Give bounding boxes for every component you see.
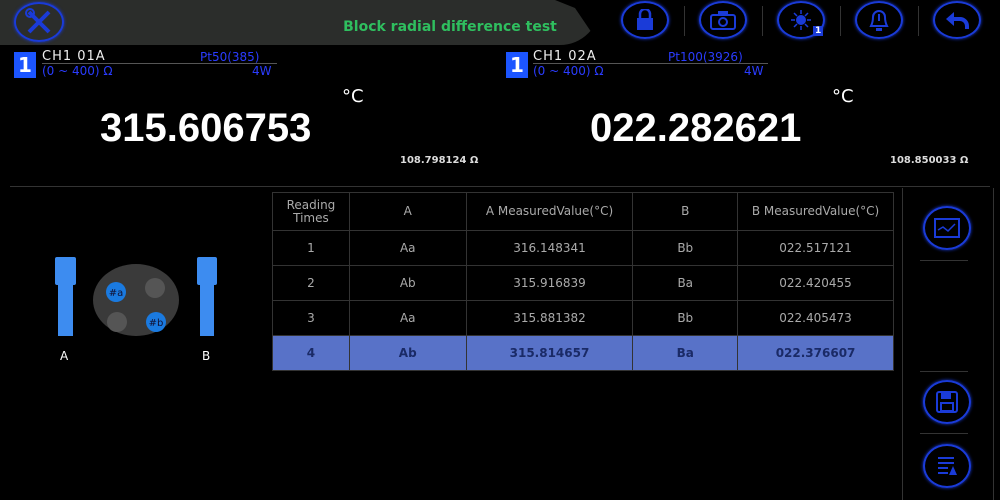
col-reading-times: Reading Times xyxy=(272,192,350,231)
table-row[interactable]: 3 Aa 315.881382 Bb 022.405473 xyxy=(272,300,894,336)
camera-icon[interactable] xyxy=(699,1,747,39)
probe-a xyxy=(58,280,73,336)
cell: 3 xyxy=(272,300,350,336)
hole-a xyxy=(106,282,126,302)
readings-table: Reading Times A A MeasuredValue(°C) B B … xyxy=(272,192,894,371)
channel-name: CH1 02A xyxy=(533,49,597,64)
hole xyxy=(145,278,165,298)
cell: 022.420455 xyxy=(737,265,894,301)
save-icon[interactable] xyxy=(923,380,971,424)
probe-b-label: B xyxy=(202,349,211,363)
unit: °C xyxy=(832,86,854,107)
brightness-icon[interactable] xyxy=(777,1,825,39)
cell: 315.881382 xyxy=(465,300,634,336)
divider xyxy=(10,186,990,187)
report-icon[interactable] xyxy=(923,444,971,488)
divider xyxy=(920,433,968,434)
cell: Aa xyxy=(348,300,467,336)
tools-icon[interactable] xyxy=(14,2,64,42)
cell: Bb xyxy=(632,230,739,266)
resistance-reading: 108.850033 Ω xyxy=(890,155,969,166)
temperature-reading: 022.282621 xyxy=(590,106,802,150)
lock-icon[interactable] xyxy=(621,1,669,39)
back-arrow-icon[interactable] xyxy=(933,1,981,39)
block xyxy=(93,264,179,336)
hole-b xyxy=(146,312,166,332)
block-diagram: #a #b xyxy=(55,257,217,336)
probe-b xyxy=(200,280,214,336)
cell: Aa xyxy=(348,230,467,266)
divider xyxy=(533,63,768,64)
cell: Ab xyxy=(348,335,467,371)
cell: 4 xyxy=(272,335,350,371)
panel-divider xyxy=(993,188,994,500)
chart-icon[interactable] xyxy=(923,206,971,250)
cell: Bb xyxy=(632,300,739,336)
cell: 2 xyxy=(272,265,350,301)
divider xyxy=(840,6,841,36)
channel-badge: 1 xyxy=(14,52,36,78)
channel-name: CH1 01A xyxy=(42,49,106,64)
cell: 1 xyxy=(272,230,350,266)
table-row-selected[interactable]: 4 Ab 315.814657 Ba 022.376607 xyxy=(272,335,894,371)
probe-b-handle xyxy=(197,257,217,285)
probe-a-handle xyxy=(55,257,76,285)
hole-a-label: #a xyxy=(109,288,124,299)
brightness-badge: 1 xyxy=(813,26,824,36)
hole xyxy=(107,312,127,332)
divider xyxy=(684,6,685,36)
channel-badge: 1 xyxy=(506,52,528,78)
col-b-measured: B MeasuredValue(°C) xyxy=(737,192,894,231)
hole-b-label: #b xyxy=(149,318,164,329)
divider xyxy=(918,6,919,36)
wire-mode: 4W xyxy=(252,64,272,78)
cell: 022.376607 xyxy=(737,335,894,371)
resistance-reading: 108.798124 Ω xyxy=(400,155,479,166)
wire-mode: 4W xyxy=(744,64,764,78)
unit: °C xyxy=(342,86,364,107)
sensor-type[interactable]: Pt50(385) xyxy=(200,50,260,64)
cell: Ba xyxy=(632,265,739,301)
col-b: B xyxy=(632,192,739,231)
cell: Ab xyxy=(348,265,467,301)
table-row[interactable]: 1 Aa 316.148341 Bb 022.517121 xyxy=(272,230,894,266)
cell: 022.405473 xyxy=(737,300,894,336)
cell: 315.916839 xyxy=(465,265,634,301)
range: (0 ~ 400) Ω xyxy=(533,64,604,78)
page-title: Block radial difference test xyxy=(343,19,557,35)
panel-divider xyxy=(902,188,903,500)
table-row[interactable]: 2 Ab 315.916839 Ba 022.420455 xyxy=(272,265,894,301)
divider xyxy=(762,6,763,36)
col-a: A xyxy=(348,192,467,231)
cell: 315.814657 xyxy=(465,335,634,371)
divider xyxy=(920,371,968,372)
cell: 022.517121 xyxy=(737,230,894,266)
divider xyxy=(42,63,277,64)
alarm-bell-icon[interactable] xyxy=(855,1,903,39)
probe-a-label: A xyxy=(60,349,69,363)
col-a-measured: A MeasuredValue(°C) xyxy=(465,192,634,231)
header-bar xyxy=(0,0,600,45)
temperature-reading: 315.606753 xyxy=(100,106,312,150)
cell: 316.148341 xyxy=(465,230,634,266)
divider xyxy=(920,260,968,261)
sensor-type[interactable]: Pt100(3926) xyxy=(668,50,743,64)
range: (0 ~ 400) Ω xyxy=(42,64,113,78)
cell: Ba xyxy=(632,335,739,371)
